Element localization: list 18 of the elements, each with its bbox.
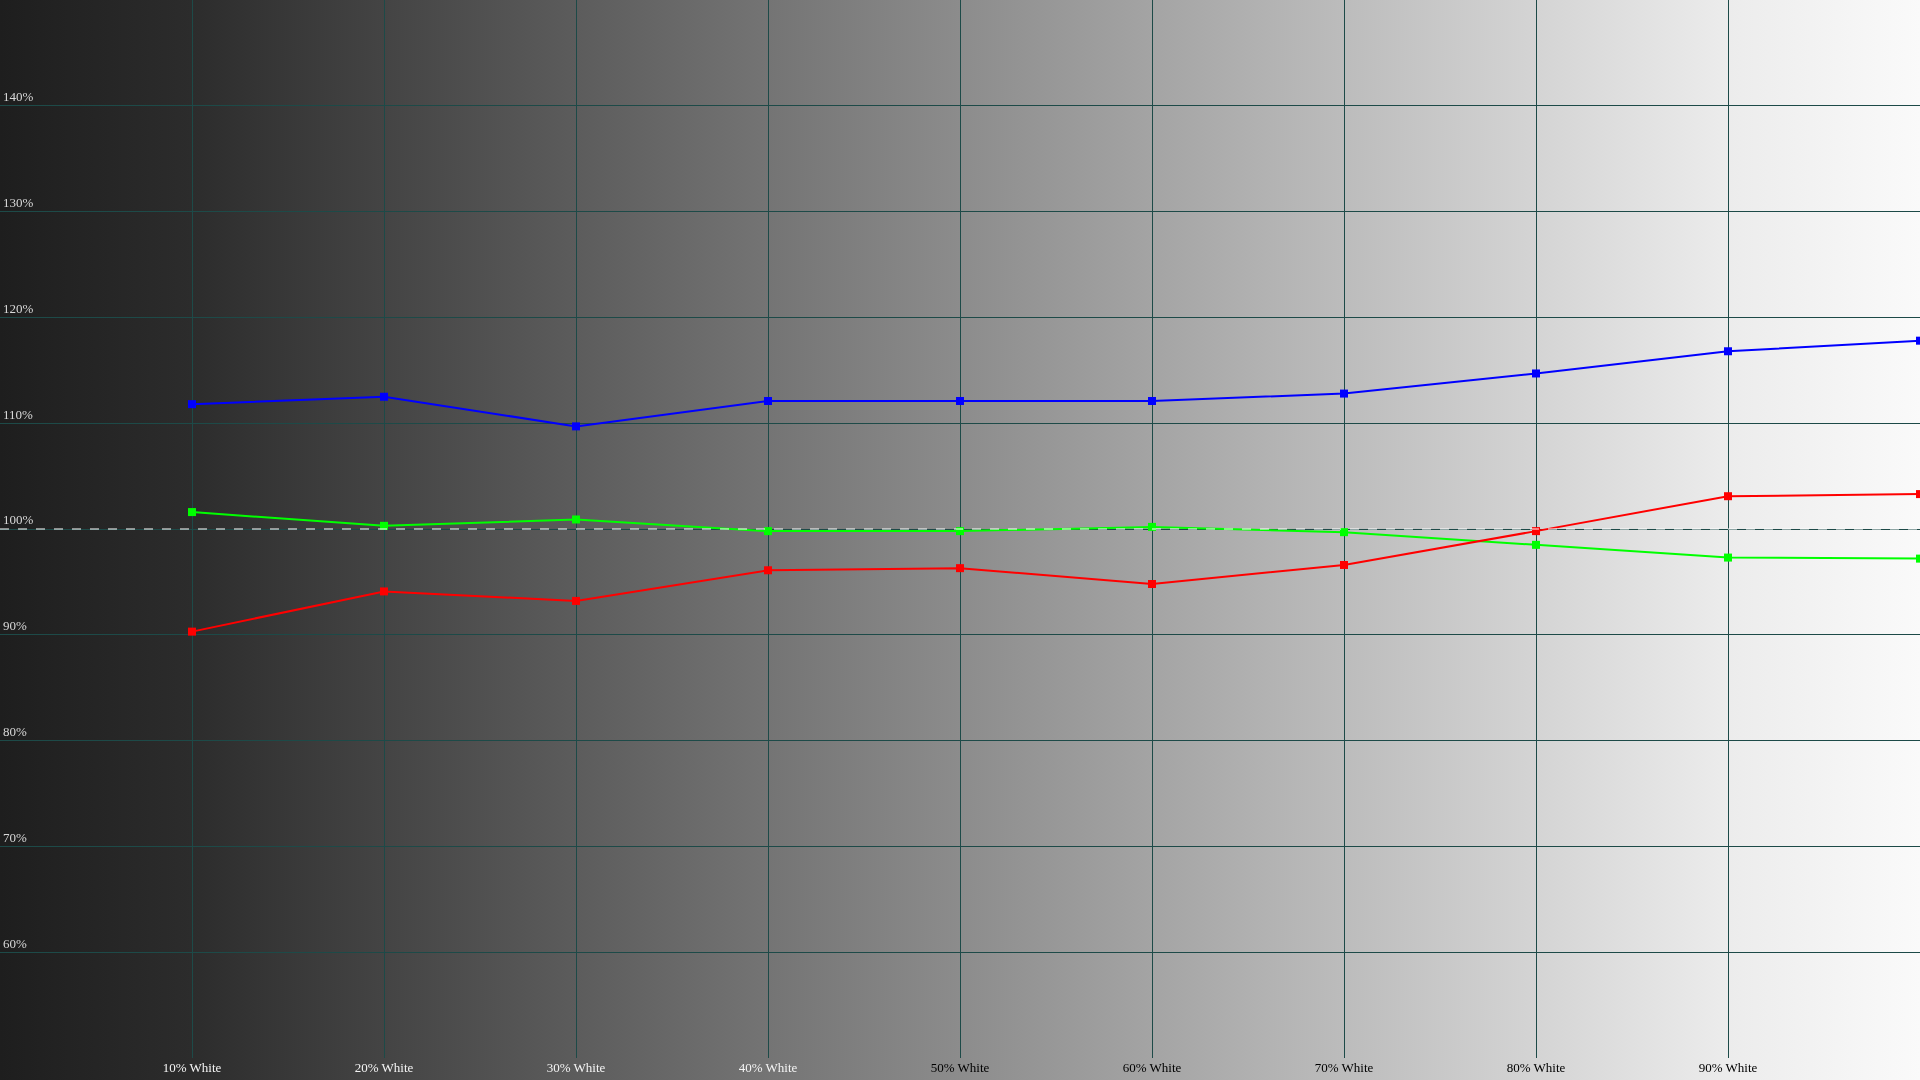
x-tick-label: 50% White xyxy=(930,1060,990,1075)
y-tick-label: 110% xyxy=(3,406,34,422)
x-tick-label: 30% White xyxy=(546,1060,606,1075)
y-tick-label: 60% xyxy=(3,935,27,951)
x-tick-label: 20% White xyxy=(354,1060,414,1075)
y-tick-label: 120% xyxy=(3,300,34,316)
x-tick-label: 60% White xyxy=(1122,1060,1182,1075)
y-tick-label: 70% xyxy=(3,829,27,845)
y-tick-label: 90% xyxy=(3,618,27,634)
y-tick-label: 100% xyxy=(3,512,34,528)
y-tick-label: 130% xyxy=(3,195,34,211)
x-tick-label: 90% White xyxy=(1698,1060,1758,1075)
y-tick-label: 80% xyxy=(3,724,27,740)
x-tick-label: 40% White xyxy=(738,1060,798,1075)
x-tick-label: 70% White xyxy=(1314,1060,1374,1075)
y-tick-label: 140% xyxy=(3,89,34,105)
x-tick-label: 80% White xyxy=(1506,1060,1566,1075)
x-tick-label: 10% White xyxy=(162,1060,222,1075)
